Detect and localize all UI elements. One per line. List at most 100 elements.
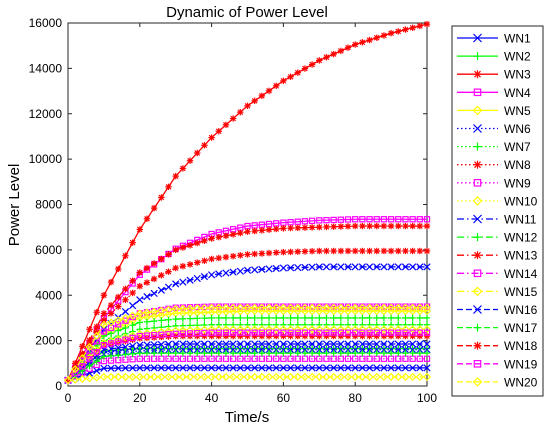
data-point-wn18 <box>143 264 151 272</box>
legend-item-wn15: WN15 <box>457 285 538 299</box>
data-point-wn3 <box>158 194 165 201</box>
data-point-wn16 <box>315 340 323 348</box>
data-point-wn20 <box>343 303 353 312</box>
data-point-wn11 <box>330 263 338 271</box>
data-point-wn6 <box>243 346 252 354</box>
data-point-wn13 <box>244 332 251 340</box>
data-point-wn13 <box>215 332 222 340</box>
data-point-wn8 <box>201 257 208 264</box>
data-point-wn11 <box>416 263 424 271</box>
data-point-wn20 <box>121 313 130 322</box>
legend-label: WN19 <box>504 357 538 371</box>
data-point-wn18 <box>158 255 165 263</box>
data-point-wn16 <box>229 340 237 348</box>
data-point-wn10 <box>379 372 388 381</box>
data-point-wn6 <box>258 346 266 354</box>
data-point-wn1 <box>164 364 173 372</box>
data-point-wn11 <box>128 302 137 310</box>
legend-marker <box>473 88 482 97</box>
data-point-wn12 <box>158 317 165 324</box>
legend-marker <box>473 124 482 133</box>
data-point-wn11 <box>394 263 402 271</box>
data-point-wn18 <box>323 223 330 231</box>
y-tick-label: 10000 <box>29 152 63 166</box>
data-point-wn8 <box>215 254 222 262</box>
data-point-wn4 <box>395 216 402 223</box>
data-point-wn12 <box>143 318 151 325</box>
data-point-wn10 <box>229 372 238 381</box>
legend-label: WN20 <box>504 375 538 389</box>
data-point-wn17 <box>237 349 244 357</box>
data-point-wn20 <box>214 303 223 312</box>
data-point-wn19 <box>179 330 187 337</box>
data-point-wn1 <box>294 364 302 372</box>
data-point-wn20 <box>128 311 137 320</box>
data-point-wn10 <box>279 372 288 381</box>
data-point-wn3 <box>136 226 143 233</box>
data-point-wn1 <box>93 367 101 375</box>
data-point-wn10 <box>272 372 281 381</box>
data-point-wn16 <box>107 345 115 353</box>
data-point-wn17 <box>337 349 345 357</box>
data-point-wn6 <box>301 346 309 354</box>
data-point-wn8 <box>158 272 165 279</box>
data-point-wn10 <box>236 372 245 381</box>
legend-item-wn12: WN12 <box>457 231 538 245</box>
data-point-wn12 <box>258 314 266 322</box>
data-point-wn10 <box>308 372 317 381</box>
data-point-wn13 <box>387 332 395 340</box>
data-point-wn3 <box>79 343 86 350</box>
data-point-wn17 <box>316 349 323 357</box>
data-point-wn17 <box>129 350 136 357</box>
data-point-wn20 <box>142 308 152 317</box>
data-point-wn5 <box>336 307 345 316</box>
data-point-wn18 <box>136 269 143 276</box>
data-point-wn11 <box>157 286 165 294</box>
data-point-wn12 <box>337 314 345 322</box>
data-point-wn4 <box>409 216 416 223</box>
data-point-wn6 <box>358 346 367 354</box>
data-point-wn18 <box>373 222 380 230</box>
data-point-wn15 <box>107 337 116 346</box>
data-point-wn5 <box>286 307 295 316</box>
data-point-wn18 <box>115 293 122 301</box>
y-tick-label: 16000 <box>29 16 63 30</box>
data-point-wn5 <box>236 307 245 316</box>
data-point-wn19 <box>402 329 409 336</box>
data-point-wn12 <box>323 314 330 322</box>
data-point-wn12 <box>352 314 359 322</box>
data-point-wn20 <box>193 304 202 313</box>
data-point-wn18 <box>122 285 129 293</box>
data-point-wn1 <box>308 364 316 372</box>
data-point-wn16 <box>157 340 165 349</box>
data-point-wn3 <box>150 204 158 212</box>
data-point-wn20 <box>200 303 209 313</box>
data-point-wn6 <box>193 346 201 354</box>
data-point-wn20 <box>358 303 367 312</box>
data-point-wn16 <box>186 340 194 348</box>
data-point-wn13 <box>265 332 273 340</box>
data-point-wn16 <box>286 340 295 348</box>
y-tick-label: 12000 <box>29 107 63 121</box>
data-point-wn4 <box>352 216 359 223</box>
data-point-wn3 <box>280 77 287 85</box>
data-point-wn3 <box>115 265 122 273</box>
data-point-wn11 <box>308 263 316 271</box>
data-point-wn1 <box>380 364 388 372</box>
data-point-wn17 <box>115 351 122 359</box>
data-point-wn4 <box>387 216 395 223</box>
data-point-wn8 <box>186 261 194 268</box>
data-point-wn11 <box>322 263 331 271</box>
legend-item-wn16: WN16 <box>457 303 538 317</box>
data-point-wn16 <box>193 340 201 348</box>
data-point-wn20 <box>394 303 403 312</box>
data-point-wn16 <box>172 340 180 348</box>
data-point-wn13 <box>316 332 323 340</box>
data-point-wn6 <box>409 346 417 354</box>
data-point-wn19 <box>201 329 208 337</box>
data-point-wn4 <box>380 216 388 223</box>
data-point-wn19 <box>359 329 366 336</box>
data-point-wn1 <box>330 364 338 372</box>
data-point-wn15 <box>114 335 123 344</box>
data-point-wn17 <box>323 349 330 357</box>
